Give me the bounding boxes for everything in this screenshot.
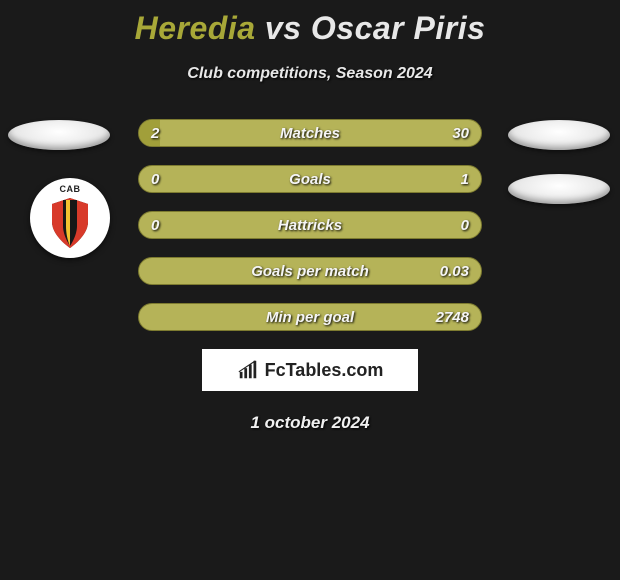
player-b-photo-placeholder [508, 120, 610, 150]
stat-row: Goals per match0.03 [0, 257, 620, 285]
footer-date: 1 october 2024 [0, 413, 620, 433]
stat-value-right: 2748 [436, 304, 469, 330]
player-a-photo-placeholder [8, 120, 110, 150]
stat-label: Matches [139, 120, 481, 146]
bars-icon [237, 359, 259, 381]
comparison-title: Heredia vs Oscar Piris [0, 0, 620, 47]
shield-icon [48, 196, 92, 250]
stat-row: Min per goal2748 [0, 303, 620, 331]
player-a-name: Heredia [135, 10, 256, 46]
subtitle: Club competitions, Season 2024 [0, 65, 620, 83]
player-a-club-badge: CAB [30, 178, 110, 258]
stat-bar: 2Matches30 [138, 119, 482, 147]
stat-value-right: 0 [461, 212, 469, 238]
stat-bar: Min per goal2748 [138, 303, 482, 331]
player-b-club-placeholder [508, 174, 610, 204]
stat-label: Goals [139, 166, 481, 192]
badge-label: CAB [30, 184, 110, 194]
player-b-name: Oscar Piris [311, 10, 486, 46]
stat-value-right: 0.03 [440, 258, 469, 284]
stat-bar: 0Hattricks0 [138, 211, 482, 239]
stat-bar: Goals per match0.03 [138, 257, 482, 285]
stat-value-right: 1 [461, 166, 469, 192]
vs-text: vs [265, 10, 302, 46]
stat-value-right: 30 [452, 120, 469, 146]
watermark-text: FcTables.com [265, 360, 384, 381]
watermark: FcTables.com [202, 349, 418, 391]
stat-bar: 0Goals1 [138, 165, 482, 193]
stat-label: Hattricks [139, 212, 481, 238]
stat-label: Goals per match [139, 258, 481, 284]
stat-label: Min per goal [139, 304, 481, 330]
